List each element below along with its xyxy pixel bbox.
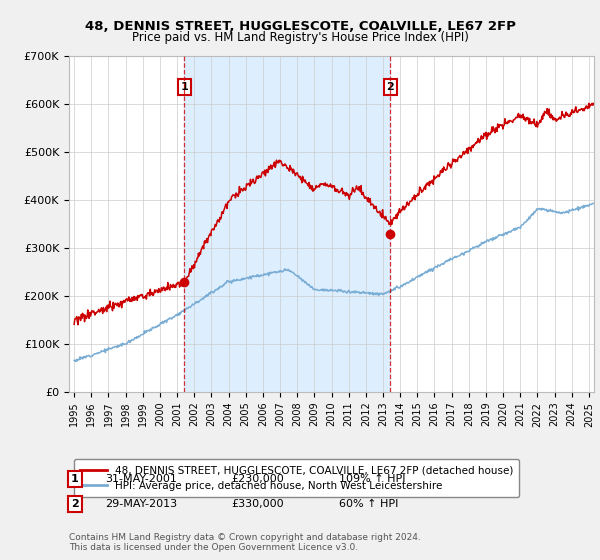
Text: 31-MAY-2001: 31-MAY-2001	[105, 474, 177, 484]
Text: £330,000: £330,000	[231, 499, 284, 509]
Text: £230,000: £230,000	[231, 474, 284, 484]
Text: 109% ↑ HPI: 109% ↑ HPI	[339, 474, 406, 484]
Text: 29-MAY-2013: 29-MAY-2013	[105, 499, 177, 509]
Bar	[184, 56, 390, 392]
Text: Contains HM Land Registry data © Crown copyright and database right 2024.: Contains HM Land Registry data © Crown c…	[69, 533, 421, 542]
Text: Price paid vs. HM Land Registry's House Price Index (HPI): Price paid vs. HM Land Registry's House …	[131, 31, 469, 44]
Text: 1: 1	[71, 474, 79, 484]
Text: 2: 2	[71, 499, 79, 509]
Legend: 48, DENNIS STREET, HUGGLESCOTE, COALVILLE, LE67 2FP (detached house), HPI: Avera: 48, DENNIS STREET, HUGGLESCOTE, COALVILL…	[74, 459, 520, 497]
Text: 2: 2	[386, 82, 394, 92]
Text: This data is licensed under the Open Government Licence v3.0.: This data is licensed under the Open Gov…	[69, 543, 358, 552]
Text: 48, DENNIS STREET, HUGGLESCOTE, COALVILLE, LE67 2FP: 48, DENNIS STREET, HUGGLESCOTE, COALVILL…	[85, 20, 515, 32]
Text: 1: 1	[181, 82, 188, 92]
Text: 60% ↑ HPI: 60% ↑ HPI	[339, 499, 398, 509]
